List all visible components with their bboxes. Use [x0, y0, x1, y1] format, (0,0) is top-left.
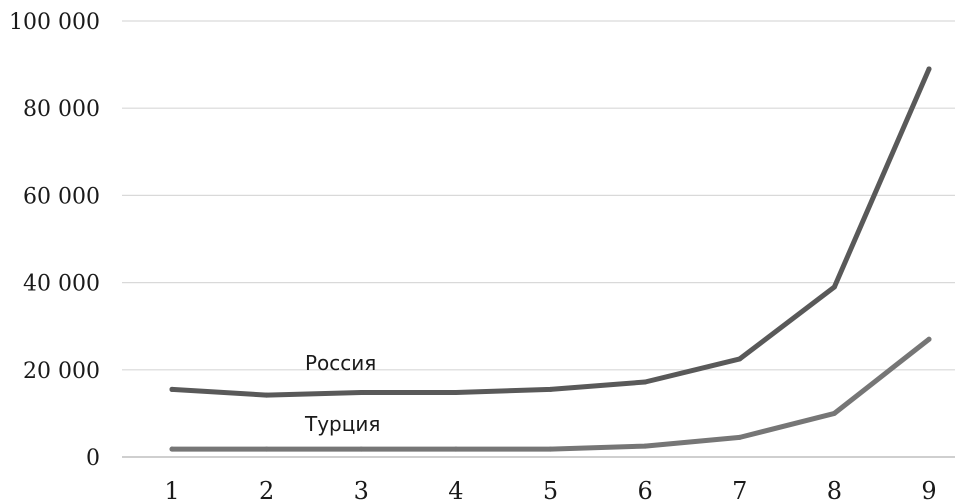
- y-tick-label: 0: [86, 446, 100, 471]
- data-point: [169, 446, 175, 452]
- data-point: [737, 356, 743, 362]
- y-tick-label: 20 000: [23, 359, 100, 384]
- series-label-russia: Россия: [305, 351, 376, 375]
- x-tick-label: 1: [164, 477, 179, 503]
- data-point: [926, 66, 932, 72]
- gridlines: [122, 20, 955, 458]
- data-point: [926, 336, 932, 342]
- data-point: [831, 410, 837, 416]
- x-tick-label: 7: [732, 477, 747, 503]
- data-point: [737, 434, 743, 440]
- data-point: [264, 392, 270, 398]
- y-tick-label: 100 000: [9, 10, 100, 35]
- data-point: [358, 389, 364, 395]
- x-tick-label: 9: [921, 477, 936, 503]
- y-tick-label: 40 000: [23, 272, 100, 297]
- x-tick-label: 3: [354, 477, 369, 503]
- x-tick-label: 4: [448, 477, 463, 503]
- series-line-russia: [169, 66, 932, 398]
- data-point: [169, 386, 175, 392]
- data-point: [453, 446, 459, 452]
- x-tick-label: 8: [827, 477, 842, 503]
- x-tick-label: 6: [637, 477, 652, 503]
- x-axis-ticks: 1 2 3 4 5 6 7 8 9: [164, 477, 936, 503]
- series-label-turkey: Турция: [304, 412, 380, 436]
- data-point: [453, 389, 459, 395]
- y-tick-label: 60 000: [23, 184, 100, 209]
- data-point: [264, 446, 270, 452]
- y-tick-label: 80 000: [23, 97, 100, 122]
- data-point: [358, 446, 364, 452]
- data-point: [831, 284, 837, 290]
- series-lines: [169, 66, 932, 452]
- x-tick-label: 2: [259, 477, 274, 503]
- x-tick-label: 5: [543, 477, 558, 503]
- data-point: [642, 379, 648, 385]
- data-point: [548, 386, 553, 392]
- series-labels: Россия Турция: [304, 351, 380, 436]
- data-point: [642, 443, 648, 449]
- data-point: [548, 446, 553, 452]
- y-axis-ticks: 0 20 000 40 000 60 000 80 000 100 000: [9, 10, 100, 471]
